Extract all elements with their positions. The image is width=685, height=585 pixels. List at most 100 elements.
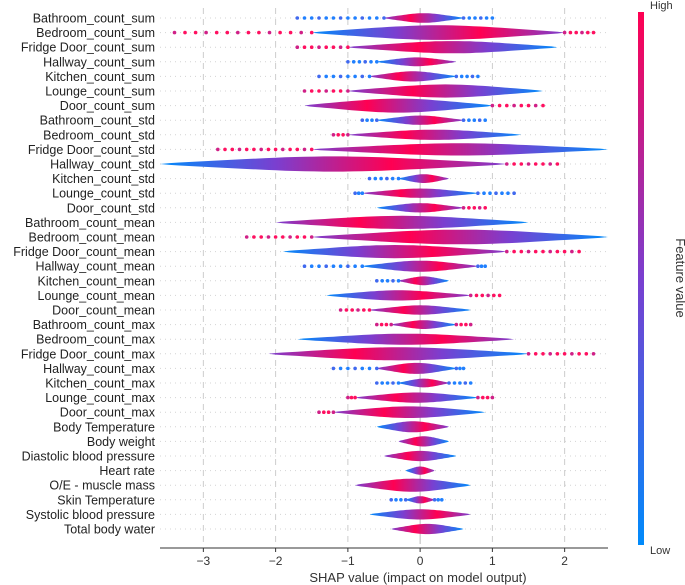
feature-label: Fridge Door_count_std [28,143,155,157]
violin-shape [398,436,449,447]
outlier-dot [336,133,341,137]
outlier-dot [373,176,378,181]
feature-label: Bedroom_count_std [43,128,155,142]
violin-shape [362,260,478,272]
violin-shape [376,421,449,433]
outlier-dot [295,45,300,49]
colorbar-high-label: High [650,0,673,12]
feature-label: Skin Temperature [57,493,155,507]
violin-shape [398,276,449,286]
outlier-dot [483,118,488,122]
outlier-dot [346,45,350,49]
outlier-dot [309,147,314,152]
outlier-dot [505,103,509,108]
outlier-dot [555,352,560,356]
outlier-dot [584,352,589,356]
outlier-dot [331,264,336,269]
outlier-dot [555,249,560,254]
feature-label: Kitchen_count_max [45,377,156,391]
outlier-dot [346,366,350,371]
outlier-dot [459,322,463,327]
outlier-dot [375,322,379,327]
feature-label: Systolic blood pressure [26,508,155,522]
outlier-dot [464,322,468,327]
feature-label: Fridge Door_count_sum [21,41,155,55]
outlier-dot [346,133,350,137]
outlier-dot [331,410,336,415]
violin-shape [362,188,478,198]
violin-shape [311,229,608,245]
feature-label: Bedroom_count_max [36,333,156,347]
outlier-dot [353,395,357,400]
feature-labels: Bathroom_count_sumBedroom_count_sumFridg… [13,12,155,537]
outlier-dot [236,30,240,35]
outlier-dot [349,395,354,400]
outlier-dot [458,366,462,371]
violin-shape [297,333,515,345]
outlier-dot [467,16,472,20]
outlier-dot [472,206,477,210]
outlier-dot [237,147,242,152]
outlier-dot [172,30,177,35]
outlier-dot [461,366,466,371]
outlier-dot [273,147,278,152]
outlier-dot [454,366,459,371]
outlier-dot [591,352,596,356]
outlier-dot [440,498,444,502]
outlier-dot [479,264,484,269]
outlier-dot [375,118,379,122]
outlier-dot [288,235,292,239]
outlier-dot [365,118,369,122]
outlier-dot [363,60,368,64]
outlier-dot [360,366,365,371]
feature-label: Fridge Door_count_max [21,347,156,361]
outlier-dot [562,30,567,35]
outlier-dot [317,410,321,415]
outlier-dot [396,176,401,181]
outlier-dot [309,235,314,239]
violin-shape [376,115,464,125]
outlier-dot [309,30,314,35]
outlier-dot [295,147,300,152]
outlier-dot [490,395,495,400]
outlier-dot [193,30,198,35]
colorbar: High Low Feature value [638,0,685,557]
outlier-dot [548,162,552,166]
outlier-dot [317,16,321,20]
violin-shape [376,362,457,374]
outlier-dot [350,308,355,312]
outlier-dot [526,249,531,254]
outlier-dot [324,74,329,79]
outlier-dot [463,381,468,385]
outlier-dot [267,30,272,35]
feature-label: Body Temperature [53,420,155,434]
outlier-dot [477,118,482,122]
violin-shape [376,57,457,67]
violin-shape [311,25,565,40]
feature-label: Door_count_mean [52,304,155,318]
outlier-dot [331,45,336,49]
outlier-dot [309,89,314,93]
grid-layer [160,8,608,544]
outlier-dot [356,191,361,195]
outlier-dot [344,308,349,312]
outlier-dot [375,16,379,20]
feature-label: Lounge_count_max [45,391,156,405]
feature-label: Bathroom_count_sum [33,12,155,26]
outlier-dot [252,147,256,152]
feature-label: Hallway_count_mean [35,260,155,274]
outlier-dot [360,74,365,79]
outlier-dot [533,162,538,166]
marks-layer [160,13,608,535]
violin-shape [391,523,464,535]
outlier-dot [375,279,379,283]
outlier-dot [360,16,365,20]
outlier-dot [360,264,365,269]
outlier-dot [317,74,321,79]
outlier-dot [488,191,492,195]
outlier-dot [257,30,261,35]
violin-shape [369,305,471,315]
outlier-dot [346,16,350,20]
x-tick-label: −1 [341,554,355,568]
violin-shape [311,143,608,156]
